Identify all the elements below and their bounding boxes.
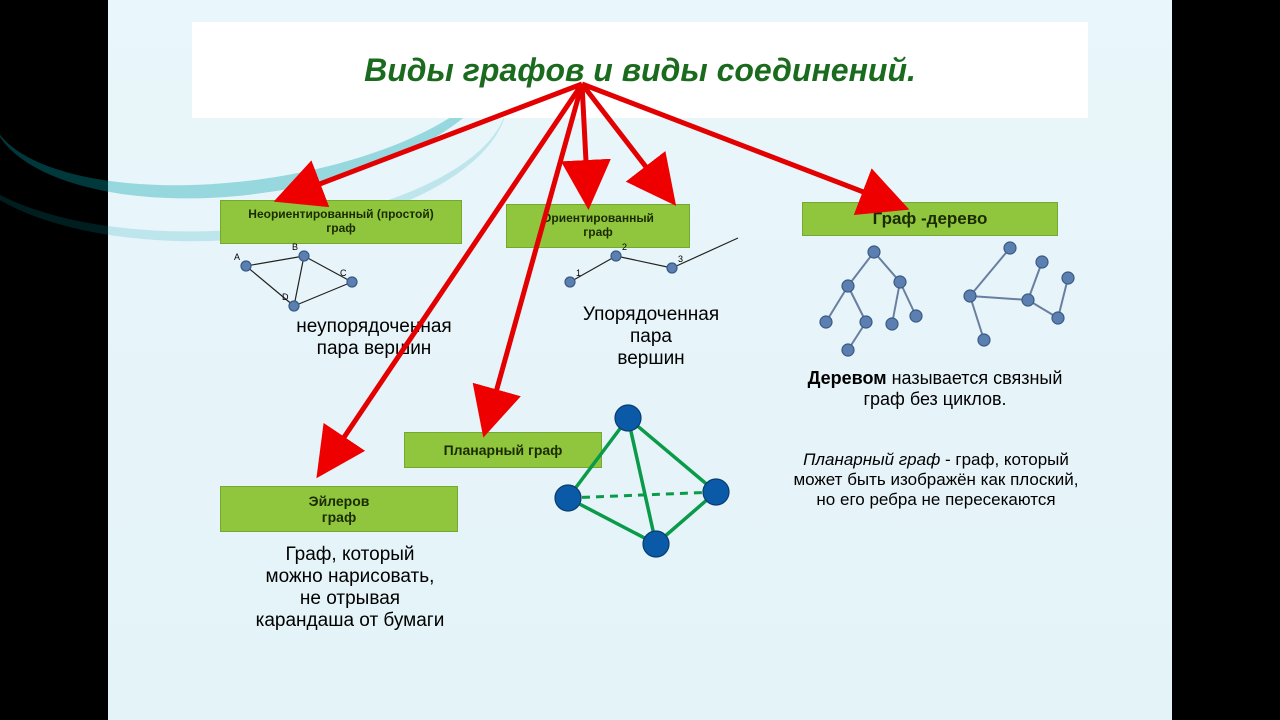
label-euler-graph: Эйлеровграф bbox=[220, 486, 458, 532]
label-directed-graph: Ориентированныйграф bbox=[506, 204, 690, 248]
title-container: Виды графов и виды соединений. bbox=[192, 22, 1088, 118]
slide-canvas: Виды графов и виды соединений. Неориенти… bbox=[108, 0, 1172, 720]
svg-text:C: C bbox=[340, 268, 347, 278]
caption-planar: Планарный граф - граф, который может быт… bbox=[784, 450, 1088, 510]
svg-text:3: 3 bbox=[678, 254, 683, 264]
caption-directed: Упорядоченнаяпаравершин bbox=[546, 304, 756, 370]
caption-euler: Граф, которыйможно нарисовать,не отрывая… bbox=[212, 544, 488, 632]
svg-text:D: D bbox=[282, 292, 289, 302]
page-title: Виды графов и виды соединений. bbox=[364, 52, 916, 89]
caption-undirected: неупорядоченнаяпара вершин bbox=[244, 316, 504, 360]
label-tree-graph: Граф -дерево bbox=[802, 202, 1058, 236]
letterbox-stage: Виды графов и виды соединений. Неориенти… bbox=[0, 0, 1280, 720]
caption-tree: Деревом называется связный граф без цикл… bbox=[790, 368, 1080, 410]
label-planar-graph: Планарный граф bbox=[404, 432, 602, 468]
label-undirected-graph: Неориентированный (простой)граф bbox=[220, 200, 462, 244]
svg-text:A: A bbox=[234, 252, 240, 262]
svg-text:1: 1 bbox=[576, 268, 581, 278]
